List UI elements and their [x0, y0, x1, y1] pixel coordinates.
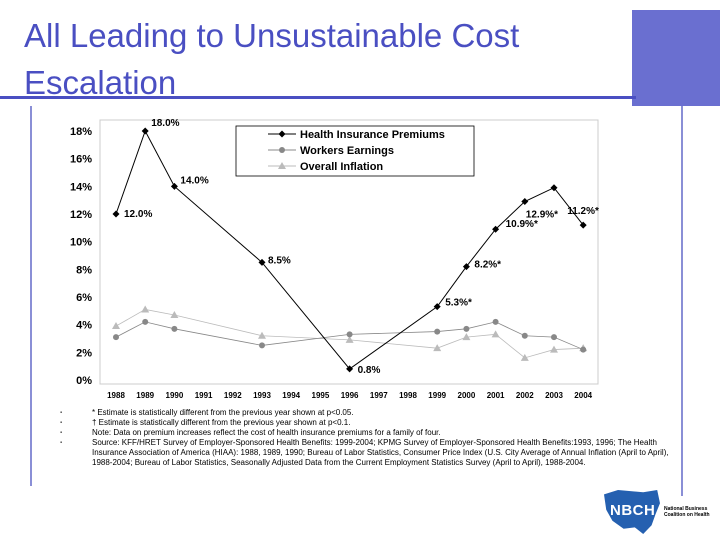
data-point-circle [521, 332, 528, 339]
y-tick-label: 14% [70, 181, 92, 193]
y-tick-label: 16% [70, 154, 92, 166]
y-tick-label: 4% [76, 320, 92, 332]
data-point-triangle [462, 333, 471, 341]
data-point-circle [171, 325, 178, 332]
legend-label: Workers Earnings [300, 145, 394, 157]
data-point-triangle [491, 330, 500, 338]
x-tick-label: 1999 [428, 391, 446, 400]
title-underline [0, 96, 636, 99]
x-tick-label: 1995 [312, 391, 330, 400]
footnotes: ▪ * Estimate is statistically different f… [60, 408, 670, 468]
bullet-icon: ▪ [60, 420, 63, 426]
data-point-diamond [433, 303, 441, 311]
data-point-diamond [462, 263, 470, 271]
x-tick-label: 1993 [253, 391, 271, 400]
footnote-item: ▪ Note: Data on premium increases reflect… [60, 428, 670, 438]
data-point-diamond [170, 182, 178, 190]
data-label: 11.2%* [567, 206, 599, 217]
data-point-triangle [141, 305, 150, 313]
data-point-diamond [278, 130, 286, 138]
x-tick-label: 2000 [458, 391, 476, 400]
data-point-circle [580, 346, 587, 353]
chart-legend: Health Insurance Premiums Workers Earning… [235, 125, 475, 177]
footnote-significance-05: * Estimate is statistically different fr… [92, 408, 354, 417]
data-label: 0.8% [358, 365, 381, 376]
data-point-circle [279, 147, 285, 153]
legend-label: Health Insurance Premiums [300, 129, 445, 141]
data-point-circle [434, 328, 441, 335]
x-tick-label: 1997 [370, 391, 388, 400]
data-label: 8.5% [268, 255, 291, 266]
x-tick-label: 1996 [341, 391, 359, 400]
x-tick-label: 1989 [136, 391, 154, 400]
x-tick-label: 1990 [166, 391, 184, 400]
data-point-diamond [346, 365, 354, 373]
data-point-diamond [258, 258, 266, 266]
slide-title: All Leading to Unsustainable Cost Escala… [24, 17, 520, 101]
y-tick-label: 8% [76, 264, 92, 276]
data-point-triangle [170, 310, 179, 318]
x-tick-label: 2004 [574, 391, 592, 400]
footnote-item: ▪ Source: KFF/HRET Survey of Employer-Spo… [60, 438, 670, 468]
data-point-circle [346, 331, 353, 338]
x-tick-label: 1991 [195, 391, 213, 400]
data-point-triangle [112, 322, 120, 330]
y-tick-label: 18% [70, 126, 92, 138]
data-label: 5.3%* [445, 298, 472, 309]
frame-left [30, 106, 32, 486]
data-point-diamond [112, 210, 120, 218]
data-point-circle [142, 318, 149, 325]
frame-right [681, 106, 683, 496]
footnote-item: ▪ † Estimate is statistically different f… [60, 418, 670, 428]
bullet-icon: ▪ [60, 440, 63, 446]
title-band: All Leading to Unsustainable Cost Escala… [0, 0, 720, 106]
x-tick-label: 2001 [487, 391, 505, 400]
data-point-circle [113, 334, 119, 341]
footnote-note: Note: Data on premium increases reflect … [92, 428, 441, 437]
data-point-diamond [492, 225, 500, 233]
data-label: 10.9%* [506, 219, 538, 230]
x-tick-label: 1994 [282, 391, 300, 400]
x-tick-label: 2003 [545, 391, 563, 400]
data-label: 18.0% [151, 118, 179, 129]
y-tick-label: 0% [76, 375, 92, 387]
x-tick-label: 1988 [107, 391, 125, 400]
data-point-triangle [433, 344, 442, 352]
data-point-triangle [258, 331, 266, 339]
data-point-triangle [278, 162, 286, 169]
data-point-circle [463, 325, 470, 332]
y-tick-label: 6% [76, 292, 92, 304]
x-tick-label: 2002 [516, 391, 534, 400]
data-label: 14.0% [180, 175, 208, 186]
nbch-logo: NBCH National Business Coalition on Heal… [600, 490, 715, 536]
bullet-icon: ▪ [60, 430, 63, 436]
y-tick-label: 2% [76, 347, 92, 359]
data-point-triangle [520, 353, 529, 361]
y-tick-label: 12% [70, 209, 92, 221]
logo-caption: National Business Coalition on Health [664, 506, 710, 518]
footnote-item: ▪ * Estimate is statistically different f… [60, 408, 670, 418]
y-tick-label: 10% [70, 237, 92, 249]
data-label: 12.0% [124, 209, 152, 220]
data-label: 8.2%* [474, 260, 501, 271]
title-accent-block [632, 10, 720, 106]
data-point-triangle [550, 345, 558, 353]
x-tick-label: 1998 [399, 391, 417, 400]
data-point-circle [259, 342, 265, 349]
data-label: 12.9%* [526, 210, 558, 221]
data-point-triangle [345, 335, 354, 343]
data-point-circle [551, 334, 557, 341]
legend-label: Overall Inflation [300, 161, 383, 173]
x-tick-label: 1992 [224, 391, 242, 400]
data-point-diamond [550, 184, 558, 192]
data-point-diamond [141, 127, 149, 135]
footnote-source: Source: KFF/HRET Survey of Employer-Spon… [92, 438, 669, 467]
bullet-icon: ▪ [60, 410, 63, 416]
logo-wordmark: NBCH [610, 502, 656, 519]
footnote-significance-10: † Estimate is statistically different fr… [92, 418, 351, 427]
data-point-circle [492, 318, 499, 325]
data-point-diamond [521, 198, 529, 206]
data-point-diamond [579, 221, 587, 229]
